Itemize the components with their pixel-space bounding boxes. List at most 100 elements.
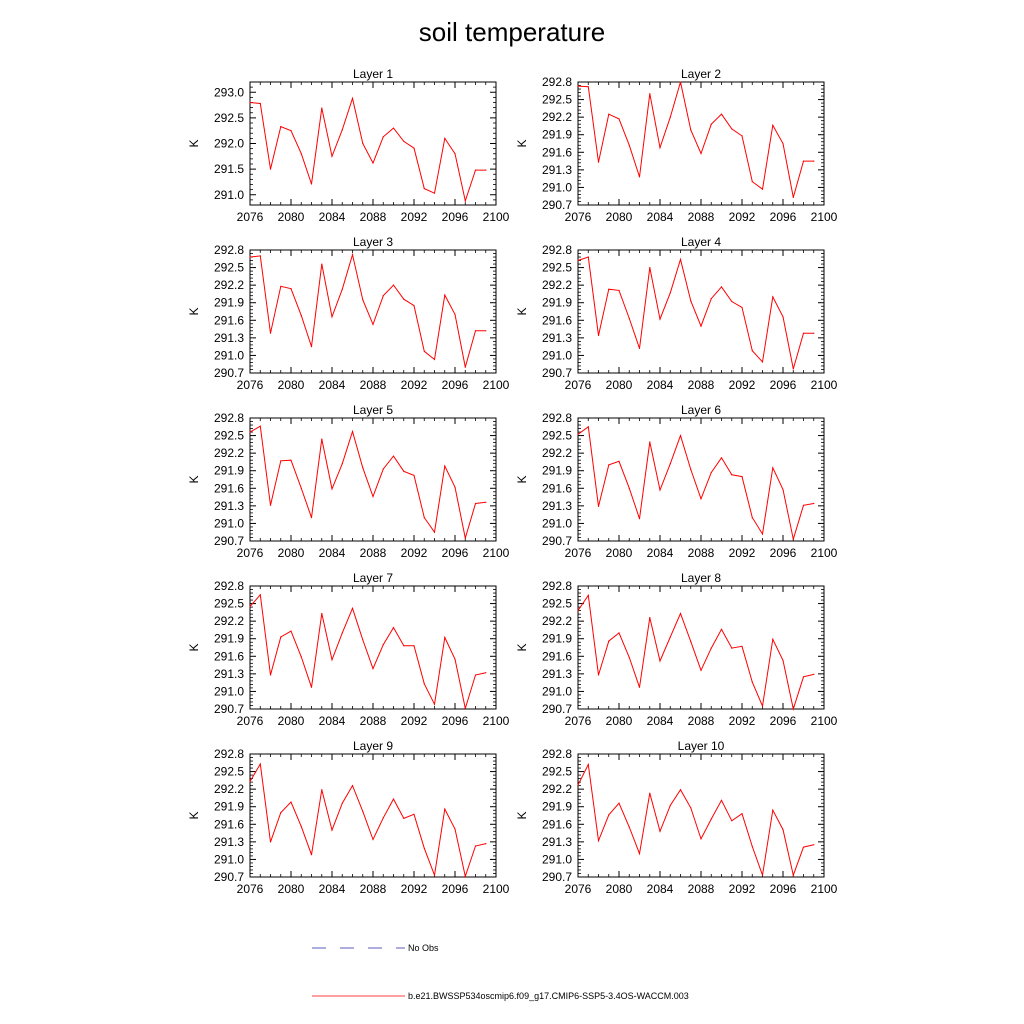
y-tick-label: 292.5 [214, 429, 244, 443]
data-point [751, 845, 753, 848]
data-point [761, 361, 764, 363]
y-tick-label: 292.5 [542, 765, 572, 779]
data-point [679, 612, 682, 615]
data-point [362, 639, 364, 641]
y-tick-label: 291.9 [542, 800, 572, 814]
y-axis-label: K [515, 643, 529, 651]
x-tick-label: 2080 [278, 714, 305, 728]
data-point [741, 135, 743, 137]
data-point [679, 258, 682, 260]
legend: No Obs b.e21.BWSSP534oscmip6.f09_g17.CMI… [312, 943, 689, 1001]
y-tick-label: 292.5 [542, 429, 572, 443]
data-point [659, 318, 661, 320]
data-point [802, 676, 805, 678]
y-tick-label: 291.6 [542, 481, 572, 495]
x-tick-label: 2092 [401, 546, 428, 560]
data-point [423, 847, 425, 849]
data-point [362, 142, 364, 145]
data-point [700, 325, 702, 327]
data-point [331, 488, 333, 490]
panel-title: Layer 5 [353, 403, 393, 417]
data-point [741, 476, 743, 478]
data-point [638, 176, 641, 178]
y-tick-label: 291.0 [214, 684, 244, 698]
data-point [310, 346, 313, 348]
data-point [761, 705, 764, 707]
data-point [772, 638, 774, 640]
panel-grid: Layer 1 K 2076 2080 2084 2088 2092 2096 2100 291.… [187, 67, 838, 896]
data-point [577, 784, 579, 786]
y-tick-label: 291.0 [542, 852, 572, 866]
data-point [341, 129, 343, 131]
data-point [403, 470, 405, 472]
data-point [321, 107, 323, 109]
x-tick-label: 2096 [442, 546, 469, 560]
y-tick-label: 290.7 [542, 534, 572, 548]
y-tick-label: 292.0 [214, 137, 244, 151]
plot-frame [249, 585, 497, 710]
data-point [444, 636, 446, 639]
y-tick-label: 291.5 [214, 162, 244, 176]
data-point [464, 537, 466, 539]
data-point [597, 505, 600, 507]
data-point [310, 517, 313, 519]
data-point [259, 255, 261, 257]
data-point [341, 463, 343, 465]
data-point [802, 332, 805, 334]
data-point [700, 152, 702, 155]
y-axis-label: K [187, 811, 201, 819]
panel-layer-6: Layer 6 K 2076 2080 2084 2088 2092 2096 2100 290.… [515, 403, 838, 560]
data-point [669, 636, 671, 638]
data-point [618, 632, 620, 634]
y-tick-label: 292.2 [214, 446, 244, 460]
plot-frame [577, 417, 825, 542]
data-point [669, 804, 671, 807]
y-tick-label: 291.3 [214, 835, 244, 849]
data-point [433, 358, 436, 361]
plot-frame [249, 753, 497, 878]
data-point [710, 818, 712, 820]
data-point [269, 168, 272, 170]
data-point [444, 465, 446, 467]
panel-title: Layer 6 [681, 403, 721, 417]
data-point [485, 843, 487, 845]
x-tick-label: 2092 [729, 714, 756, 728]
data-point [628, 656, 630, 659]
data-point [474, 330, 477, 332]
y-tick-label: 291.0 [214, 516, 244, 530]
data-point [577, 85, 579, 87]
y-tick-label: 291.9 [542, 632, 572, 646]
y-axis-label: K [187, 475, 201, 483]
x-tick-label: 2080 [278, 882, 305, 896]
data-point [300, 315, 302, 317]
data-point [782, 142, 784, 145]
panel-layer-9: Layer 9 K 2076 2080 2084 2088 2092 2096 2100 290.… [187, 739, 510, 896]
data-point [433, 192, 436, 194]
data-point [249, 780, 251, 783]
data-point [731, 300, 733, 303]
data-point [731, 820, 733, 822]
data-point [372, 668, 374, 670]
data-point [608, 464, 610, 466]
data-point [444, 808, 446, 810]
data-point [587, 256, 589, 258]
y-tick-label: 290.7 [542, 366, 572, 380]
data-point [362, 810, 364, 813]
data-point [280, 126, 282, 128]
data-point [761, 874, 764, 876]
y-tick-label: 291.6 [214, 481, 244, 495]
series-line [249, 593, 486, 709]
data-point [331, 659, 333, 661]
data-point [638, 518, 641, 520]
data-point [423, 350, 425, 352]
plot-frame [249, 249, 497, 374]
x-tick-label: 2080 [606, 546, 633, 560]
data-point [269, 841, 272, 843]
data-point [813, 502, 815, 505]
data-point [454, 658, 456, 660]
data-point [321, 263, 323, 265]
panel-layer-7: Layer 7 K 2076 2080 2084 2088 2092 2096 2100 290.… [187, 571, 510, 728]
data-point [628, 826, 630, 828]
data-point [269, 674, 272, 676]
data-point [269, 504, 272, 506]
